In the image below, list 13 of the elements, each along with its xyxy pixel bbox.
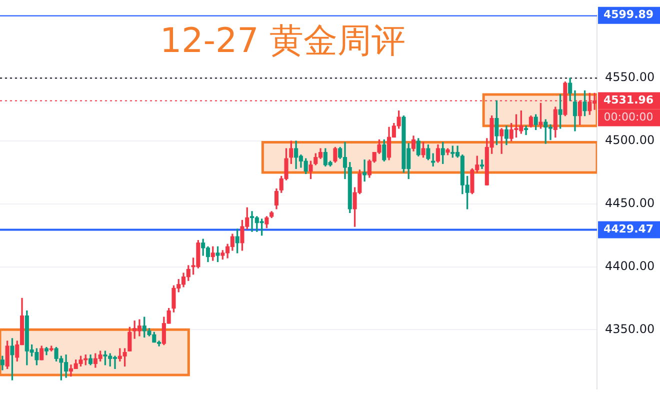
candlestick — [362, 160, 367, 182]
ref-line-label: 4531.96 — [603, 94, 654, 107]
text: 00:00:00 — [604, 110, 654, 124]
y-tick-label: 4550.00 — [605, 70, 655, 84]
candlestick — [480, 160, 484, 169]
candlestick — [524, 126, 528, 136]
ref-line-label: 4429.47 — [603, 222, 654, 236]
y-tick-label: 4350.00 — [605, 322, 655, 336]
y-tick-label: 4400.00 — [605, 258, 655, 273]
y-tick-label: 4450.00 — [605, 196, 655, 210]
y-tick-label: 4500.00 — [605, 133, 655, 148]
chart-title: 12-27 黄金周评 — [160, 20, 406, 63]
ref-line-label: 4599.89 — [603, 8, 654, 22]
